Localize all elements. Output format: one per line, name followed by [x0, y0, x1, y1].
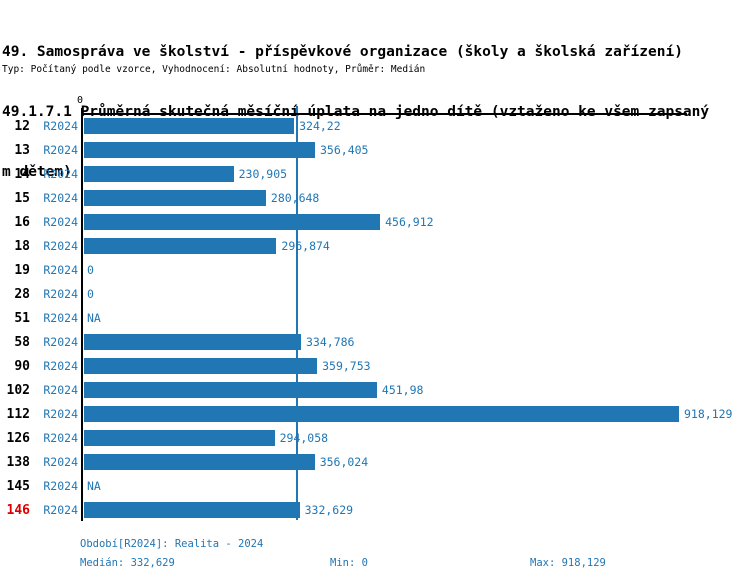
- bar: [84, 382, 377, 398]
- row-id-label: 51: [14, 310, 30, 326]
- table-row: 145 R2024 NA: [0, 474, 750, 498]
- row-period-label: R2024: [43, 383, 78, 397]
- bar: [84, 214, 381, 230]
- row-period-label: R2024: [43, 167, 78, 181]
- row-id-label: 19: [14, 262, 30, 278]
- max-stat-label: Max: 918,129: [530, 557, 606, 569]
- table-row: 112 R2024 918,129: [0, 402, 750, 426]
- bar-value-label: 918,129: [684, 407, 733, 421]
- bar-value-label: 294,058: [279, 431, 329, 445]
- min-stat-label: Min: 0: [330, 557, 368, 569]
- bar-value-label: 359,753: [322, 359, 371, 373]
- row-id-label: 102: [6, 382, 30, 398]
- bar: [84, 430, 275, 446]
- bar: [84, 454, 315, 470]
- bar: [84, 142, 315, 158]
- table-row: 16 R2024 456,912: [0, 210, 750, 234]
- row-period-label: R2024: [43, 239, 78, 253]
- row-id-label: 14: [14, 166, 30, 182]
- table-row: 18 R2024 296,874: [0, 234, 750, 258]
- bar: [84, 358, 318, 374]
- chart-rows: 12 R2024 324,22 13 R2024 356,405 14 R202…: [0, 114, 750, 522]
- table-row: 58 R2024 334,786: [0, 330, 750, 354]
- x-axis-zero-tick-label: 0: [77, 95, 84, 106]
- table-row: 138 R2024 356,024: [0, 450, 750, 474]
- median-line: [296, 106, 298, 520]
- bar-value-label: 230,905: [238, 167, 288, 181]
- table-row: 102 R2024 451,98: [0, 378, 750, 402]
- table-row: 28 R2024 0: [0, 282, 750, 306]
- bar-value-label: 356,405: [320, 143, 369, 157]
- median-stat-label: Medián: 332,629: [80, 557, 175, 569]
- row-period-label: R2024: [43, 479, 78, 493]
- row-id-label: 12: [14, 118, 30, 134]
- x-axis-line: [81, 113, 687, 115]
- page-title: 49. Samospráva ve školství - příspěvkové…: [2, 2, 709, 222]
- row-id-label: 145: [6, 478, 30, 494]
- bar-value-label: 456,912: [385, 215, 434, 229]
- bar: [84, 334, 301, 350]
- table-row: 126 R2024 294,058: [0, 426, 750, 450]
- row-period-label: R2024: [43, 191, 78, 205]
- title-line-1: 49. Samospráva ve školství - příspěvkové…: [2, 44, 683, 60]
- bar: [84, 190, 266, 206]
- title-line-2: 49.1.7.1 Průměrná skutečná měsíční úplat…: [2, 104, 710, 120]
- row-period-label: R2024: [43, 359, 78, 373]
- bar: [84, 238, 277, 254]
- bar-value-label: 0: [87, 287, 94, 301]
- bar-value-label: 332,629: [304, 503, 354, 517]
- row-id-label: 112: [6, 406, 30, 422]
- bar-value-label: 356,024: [319, 455, 369, 469]
- table-row: 12 R2024 324,22: [0, 114, 750, 138]
- bar-value-label: NA: [87, 311, 101, 325]
- row-id-label: 138: [6, 454, 30, 470]
- row-id-label: 58: [14, 334, 30, 350]
- row-period-label: R2024: [43, 311, 78, 325]
- bar: [84, 502, 300, 518]
- table-row: 90 R2024 359,753: [0, 354, 750, 378]
- row-id-label: 126: [6, 430, 30, 446]
- row-id-label: 16: [14, 214, 30, 230]
- row-id-label: 18: [14, 238, 30, 254]
- row-period-label: R2024: [43, 455, 78, 469]
- table-row: 13 R2024 356,405: [0, 138, 750, 162]
- bar: [84, 166, 234, 182]
- title-line-3: m dětem): [2, 164, 72, 180]
- row-period-label: R2024: [43, 263, 78, 277]
- bar-value-label: 0: [87, 263, 94, 277]
- period-info-label: Období[R2024]: Realita - 2024: [80, 538, 264, 550]
- row-id-label: 90: [14, 358, 30, 374]
- row-period-label: R2024: [43, 335, 78, 349]
- row-period-label: R2024: [43, 407, 78, 421]
- indicator-meta: Typ: Počítaný podle vzorce, Vyhodnocení:…: [2, 64, 426, 75]
- table-row: 19 R2024 0: [0, 258, 750, 282]
- row-id-label: 28: [14, 286, 30, 302]
- table-row: 15 R2024 280,648: [0, 186, 750, 210]
- bar-value-label: 296,874: [281, 239, 330, 253]
- bar-value-label: NA: [87, 479, 101, 493]
- row-period-label: R2024: [43, 287, 78, 301]
- row-period-label: R2024: [43, 119, 78, 133]
- row-id-label: 13: [14, 142, 30, 158]
- bar-value-label: 324,22: [299, 119, 341, 133]
- y-axis-line: [81, 108, 83, 521]
- bar: [84, 406, 679, 422]
- row-id-label: 146: [6, 502, 30, 518]
- table-row: 146 R2024 332,629: [0, 498, 750, 522]
- bar-value-label: 451,98: [381, 383, 424, 397]
- table-row: 51 R2024 NA: [0, 306, 750, 330]
- row-period-label: R2024: [43, 215, 78, 229]
- bar-value-label: 280,648: [270, 191, 320, 205]
- table-row: 14 R2024 230,905: [0, 162, 750, 186]
- bar: [84, 118, 295, 134]
- row-id-label: 15: [14, 190, 30, 206]
- row-period-label: R2024: [43, 143, 78, 157]
- bar-value-label: 334,786: [306, 335, 355, 349]
- row-period-label: R2024: [43, 503, 78, 517]
- row-period-label: R2024: [43, 431, 78, 445]
